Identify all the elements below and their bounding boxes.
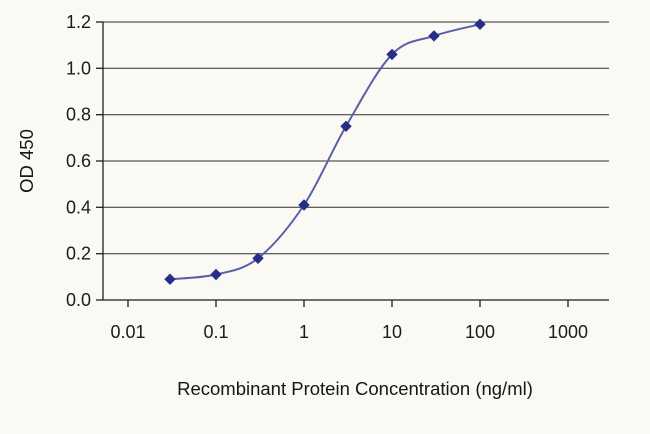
series-line (169, 23, 481, 281)
x-tick-label: 1000 (548, 322, 588, 342)
y-tick-label: 1.0 (66, 58, 91, 78)
y-axis-title: OD 450 (16, 129, 37, 193)
data-point-marker (164, 273, 176, 285)
x-tick-label: 0.1 (203, 322, 228, 342)
data-point-marker (474, 18, 486, 31)
data-point-marker (386, 48, 398, 61)
x-tick-label: 1 (299, 322, 309, 342)
y-tick-label: 0.4 (66, 197, 91, 217)
data-point-marker (210, 268, 222, 281)
data-point-marker (340, 120, 352, 133)
x-tick-label: 0.01 (110, 322, 145, 342)
y-tick-label: 0.6 (66, 151, 91, 171)
y-tick-label: 0.8 (66, 105, 91, 125)
data-point-marker (428, 30, 440, 42)
x-tick-label: 100 (465, 322, 495, 342)
x-tick-label: 10 (382, 322, 402, 342)
data-point-marker (298, 199, 310, 211)
data-point-marker (252, 252, 264, 265)
x-axis-title: Recombinant Protein Concentration (ng/ml… (177, 378, 533, 399)
y-tick-label: 0.2 (66, 244, 91, 264)
y-tick-label: 0.0 (66, 290, 91, 310)
y-tick-label: 1.2 (66, 12, 91, 32)
